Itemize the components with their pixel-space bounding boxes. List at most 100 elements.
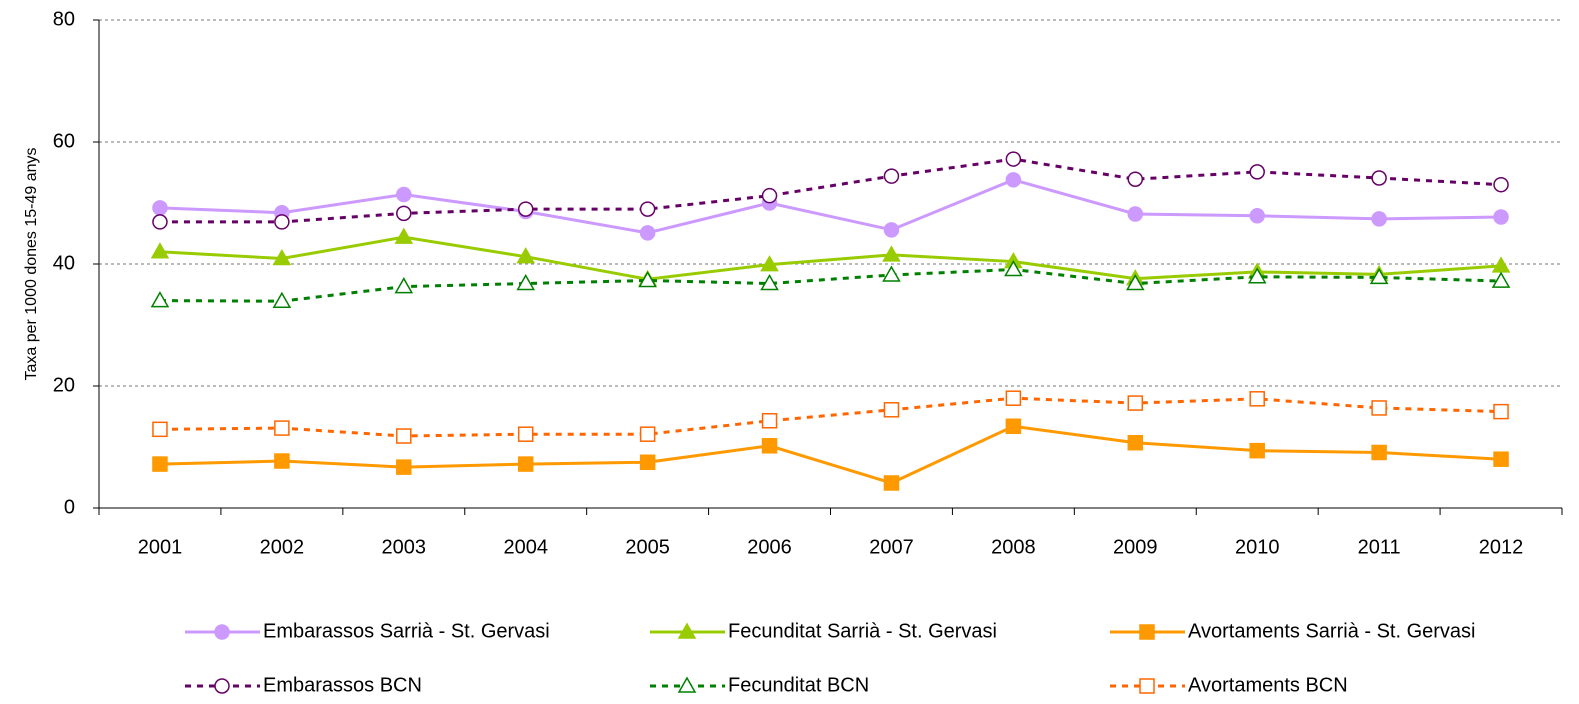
data-point xyxy=(396,205,412,222)
x-tick-label: 2006 xyxy=(747,536,792,558)
data-point xyxy=(882,245,901,262)
legend-label: Embarassos BCN xyxy=(263,674,422,696)
series-line xyxy=(159,267,1502,303)
series-line xyxy=(159,157,1502,224)
data-point xyxy=(1004,259,1023,277)
data-point xyxy=(152,214,168,230)
data-point xyxy=(150,291,170,308)
legend-marker xyxy=(1139,678,1155,694)
legend-marker xyxy=(214,678,230,694)
data-point xyxy=(1249,164,1265,180)
data-point xyxy=(1005,172,1022,188)
data-point xyxy=(1493,176,1509,193)
data-point xyxy=(639,426,656,442)
data-point xyxy=(639,454,656,470)
data-point xyxy=(1005,418,1022,435)
data-point xyxy=(1249,208,1265,224)
data-point xyxy=(1371,400,1387,416)
legend-label: Fecunditat BCN xyxy=(728,674,869,696)
data-point xyxy=(517,426,534,442)
y-tick-label: 80 xyxy=(53,8,75,30)
y-tick-label: 20 xyxy=(53,374,75,396)
legend-marker xyxy=(214,624,230,640)
data-point xyxy=(760,255,779,272)
data-point xyxy=(882,265,901,282)
data-point xyxy=(883,402,900,418)
legend-label: Embarassos Sarrià - St. Gervasi xyxy=(263,620,550,642)
data-point xyxy=(394,277,414,294)
data-point xyxy=(1127,171,1144,187)
data-point xyxy=(1371,211,1387,227)
data-point xyxy=(1371,170,1387,186)
series-line xyxy=(159,396,1502,438)
y-tick-label: 60 xyxy=(53,130,75,152)
data-point xyxy=(272,291,292,308)
legend-marker xyxy=(677,676,697,693)
x-tick-label: 2007 xyxy=(869,536,914,558)
legend-label: Avortaments BCN xyxy=(1188,674,1348,696)
data-point xyxy=(152,456,168,472)
series-line xyxy=(159,235,1502,281)
data-point xyxy=(274,214,290,230)
data-point xyxy=(761,413,778,429)
data-point xyxy=(761,187,778,204)
data-point xyxy=(517,456,534,472)
data-point xyxy=(1125,274,1145,291)
data-point xyxy=(1369,267,1389,285)
data-point xyxy=(1005,151,1022,167)
data-point xyxy=(274,420,290,436)
data-point xyxy=(760,274,779,291)
data-point xyxy=(272,248,292,266)
data-point xyxy=(883,475,900,491)
data-point xyxy=(1371,444,1387,461)
y-axis-label: Taxa per 1000 dones 15-49 anys xyxy=(23,147,40,380)
series-line xyxy=(159,178,1502,235)
data-point xyxy=(883,168,900,184)
data-point xyxy=(761,438,778,454)
data-point xyxy=(1493,209,1509,225)
x-tick-label: 2001 xyxy=(138,536,183,558)
data-point xyxy=(639,201,656,217)
data-point xyxy=(1491,271,1511,288)
data-point xyxy=(274,453,290,469)
data-point xyxy=(1493,451,1509,467)
data-point xyxy=(1493,403,1509,420)
y-tick-label: 0 xyxy=(64,496,75,518)
x-tick-label: 2011 xyxy=(1358,536,1401,558)
data-point xyxy=(152,200,168,216)
legend-label: Fecunditat Sarrià - St. Gervasi xyxy=(728,620,997,642)
legend-marker xyxy=(677,622,697,639)
series-line xyxy=(159,424,1502,485)
data-point xyxy=(396,428,412,444)
x-tick-label: 2012 xyxy=(1479,536,1524,558)
data-point xyxy=(1249,391,1265,407)
x-tick-label: 2010 xyxy=(1235,536,1280,558)
data-point xyxy=(516,274,536,291)
x-tick-label: 2004 xyxy=(503,536,548,558)
legend-marker xyxy=(1139,624,1155,640)
data-point xyxy=(638,270,657,288)
data-point xyxy=(152,421,168,438)
legend-label: Avortaments Sarrià - St. Gervasi xyxy=(1188,620,1476,642)
x-tick-label: 2002 xyxy=(260,536,305,558)
data-point xyxy=(516,247,536,264)
data-point xyxy=(1127,434,1144,451)
x-tick-label: 2009 xyxy=(1113,536,1158,558)
x-tick-label: 2008 xyxy=(991,536,1036,558)
data-point xyxy=(1127,206,1144,222)
data-point xyxy=(396,186,412,203)
data-point xyxy=(394,227,414,244)
data-point xyxy=(1247,267,1267,284)
data-point xyxy=(639,225,656,241)
data-point xyxy=(1127,395,1144,411)
y-tick-label: 40 xyxy=(53,252,75,274)
data-point xyxy=(396,459,412,475)
data-point xyxy=(150,242,170,259)
data-point xyxy=(1005,390,1022,406)
data-point xyxy=(883,222,900,238)
x-tick-label: 2005 xyxy=(625,536,670,558)
data-point xyxy=(1249,442,1265,459)
x-tick-label: 2003 xyxy=(382,536,427,558)
